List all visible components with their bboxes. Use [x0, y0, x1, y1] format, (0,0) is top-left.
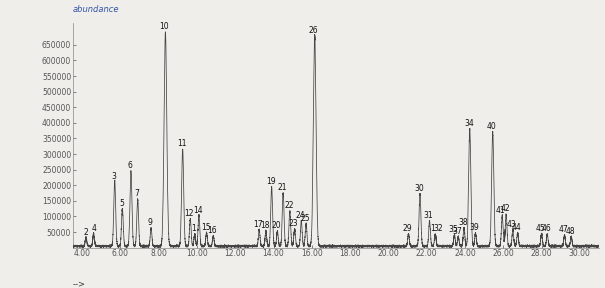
Text: 37: 37 [453, 227, 462, 236]
Text: 39: 39 [469, 223, 479, 232]
Text: -->: --> [73, 279, 85, 288]
Text: 21: 21 [278, 183, 287, 192]
Text: 43: 43 [507, 220, 517, 229]
Text: 1: 1 [431, 224, 436, 233]
Text: 35: 35 [449, 225, 459, 234]
Text: 16: 16 [208, 226, 217, 235]
Text: 48: 48 [566, 227, 575, 236]
Text: abundance: abundance [73, 5, 119, 14]
Text: 47: 47 [558, 225, 569, 234]
Text: 41: 41 [495, 206, 505, 215]
Text: 25: 25 [300, 214, 310, 223]
Text: 11: 11 [177, 139, 186, 148]
Text: 32: 32 [433, 224, 443, 233]
Text: 34: 34 [464, 119, 474, 128]
Text: 7: 7 [134, 190, 139, 198]
Text: 1: 1 [191, 224, 196, 233]
Text: 6: 6 [128, 161, 132, 170]
Text: 2: 2 [83, 228, 88, 237]
Text: 30: 30 [414, 184, 424, 193]
Text: 24: 24 [296, 211, 305, 220]
Text: 10: 10 [160, 22, 169, 31]
Text: 42: 42 [500, 204, 510, 213]
Text: 5: 5 [119, 199, 124, 208]
Text: 46: 46 [541, 224, 551, 233]
Text: 9: 9 [148, 218, 152, 228]
Text: 19: 19 [266, 177, 275, 186]
Text: 38: 38 [458, 218, 468, 227]
Text: 45: 45 [535, 224, 546, 233]
Text: 44: 44 [512, 223, 522, 232]
Text: 4: 4 [91, 224, 96, 233]
Text: 40: 40 [487, 122, 497, 131]
Text: 23: 23 [289, 219, 298, 228]
Text: 22: 22 [284, 201, 293, 210]
Text: 26: 26 [309, 26, 319, 35]
Text: 20: 20 [272, 221, 281, 230]
Text: 29: 29 [403, 224, 413, 233]
Text: 18: 18 [260, 221, 270, 230]
Text: 31: 31 [424, 211, 433, 219]
Text: 12: 12 [185, 209, 194, 218]
Text: 3: 3 [111, 172, 116, 181]
Text: 17: 17 [253, 220, 263, 229]
Text: 15: 15 [201, 223, 211, 232]
Text: 14: 14 [193, 206, 203, 215]
